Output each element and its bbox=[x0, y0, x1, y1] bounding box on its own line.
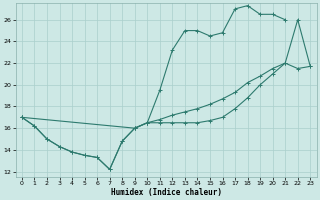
X-axis label: Humidex (Indice chaleur): Humidex (Indice chaleur) bbox=[111, 188, 221, 197]
